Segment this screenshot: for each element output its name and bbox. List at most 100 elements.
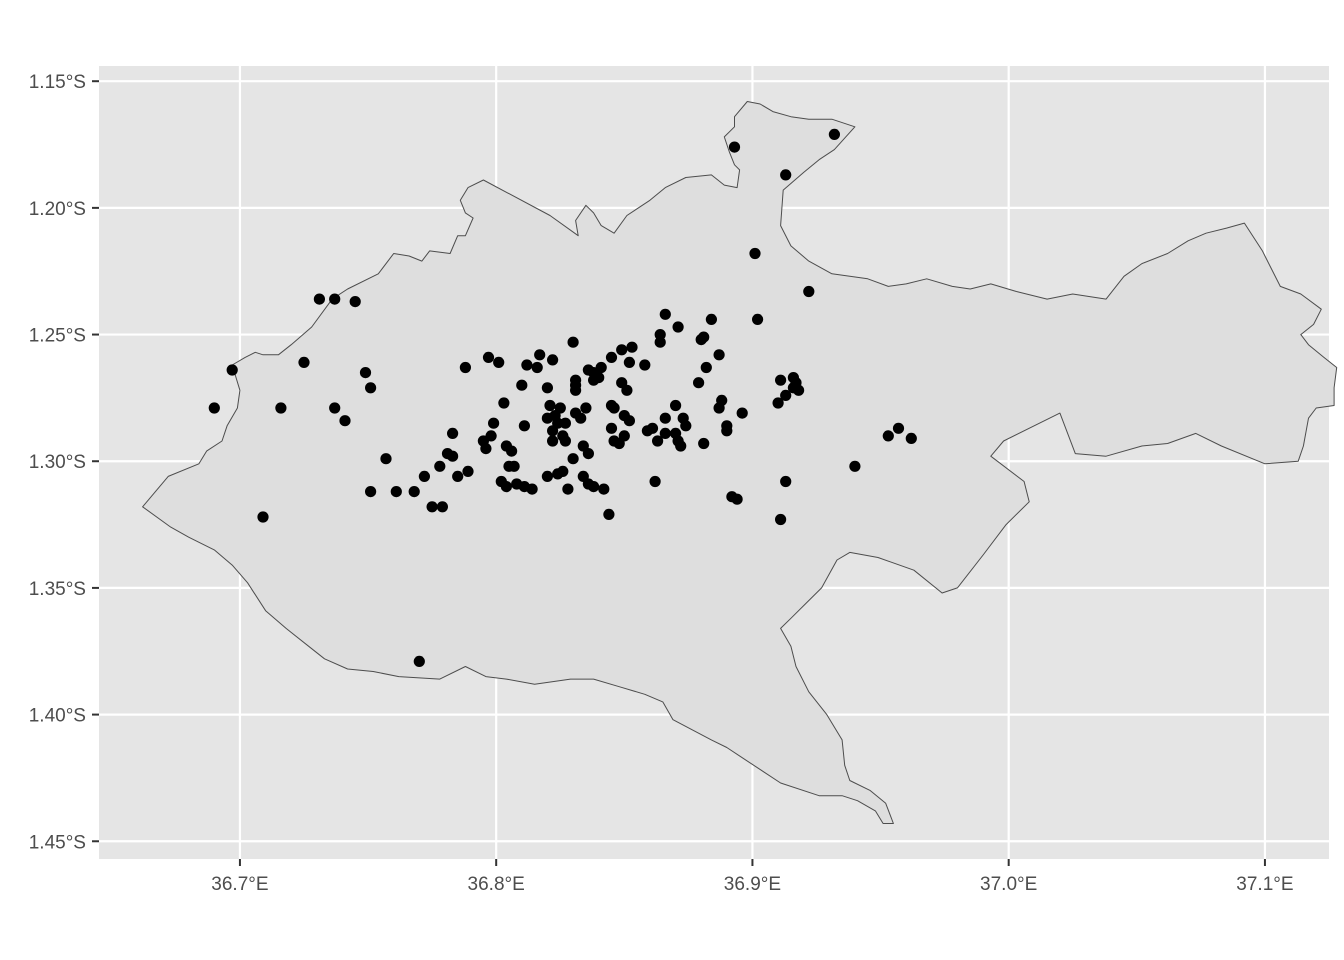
data-point [670, 399, 682, 412]
x-tick-label: 37.0°E [980, 874, 1037, 895]
data-point [775, 513, 787, 526]
data-point [480, 443, 492, 455]
data-point [418, 470, 430, 482]
data-point [436, 501, 448, 513]
data-point [275, 402, 287, 414]
data-point [780, 389, 792, 401]
data-point [626, 341, 638, 353]
data-point [547, 354, 559, 366]
data-point [588, 481, 600, 493]
data-point [623, 356, 636, 368]
y-tick-label: 1.40°S [29, 706, 86, 727]
data-point [616, 344, 628, 356]
data-point [570, 384, 582, 396]
data-point [552, 417, 564, 429]
data-point [329, 402, 341, 414]
data-point [698, 331, 710, 343]
data-point [892, 422, 905, 434]
data-point [580, 402, 592, 414]
data-point [595, 361, 607, 374]
data-point [349, 296, 361, 308]
data-point [603, 508, 615, 520]
data-point [605, 351, 618, 363]
data-point [582, 448, 595, 460]
data-point [649, 475, 661, 488]
data-point [488, 417, 500, 429]
data-point [780, 475, 792, 488]
y-tick-label: 1.35°S [29, 579, 86, 600]
data-point [541, 412, 554, 424]
data-point [485, 430, 497, 442]
data-point [329, 293, 341, 305]
x-tick-label: 36.9°E [724, 874, 781, 895]
data-point [698, 437, 710, 450]
data-point [508, 460, 520, 472]
data-point [731, 493, 743, 505]
y-tick-label: 1.30°S [29, 452, 86, 473]
x-tick-label: 36.7°E [211, 874, 268, 895]
data-point [557, 465, 569, 477]
data-point [705, 313, 718, 325]
data-point [598, 483, 610, 495]
data-point [365, 486, 377, 498]
data-point [567, 453, 579, 465]
data-point [787, 382, 800, 394]
data-point [447, 450, 459, 462]
data-point [693, 377, 705, 389]
data-point [562, 483, 574, 495]
data-point [646, 422, 659, 434]
data-point [605, 422, 618, 434]
data-point [849, 460, 861, 472]
data-point [672, 321, 684, 333]
data-point [680, 420, 692, 432]
data-point [659, 427, 671, 439]
data-point [749, 247, 761, 260]
data-point [359, 367, 372, 379]
data-point [752, 313, 764, 325]
data-point [452, 470, 464, 482]
data-point [700, 361, 712, 374]
data-point [775, 374, 787, 386]
data-point [257, 511, 269, 523]
data-point [298, 356, 310, 368]
data-point [521, 359, 533, 371]
data-point [544, 399, 556, 412]
data-point [498, 397, 510, 409]
data-point [554, 402, 566, 414]
data-point [541, 470, 554, 482]
data-point [736, 407, 748, 419]
y-tick-label: 1.20°S [29, 199, 86, 220]
data-point [659, 412, 671, 424]
data-point [365, 382, 377, 394]
data-point [434, 460, 446, 472]
data-point [526, 483, 538, 495]
data-point [559, 417, 572, 429]
x-tick-label: 36.8°E [468, 874, 525, 895]
data-point [226, 364, 238, 376]
y-tick-label: 1.45°S [29, 832, 86, 853]
axes: 36.7°E 36.8°E 36.9°E 37.0°E 37.1°E 1.15°S 1.20… [29, 72, 1294, 895]
data-point [413, 655, 425, 668]
data-point [803, 285, 815, 298]
x-tick-label: 37.1°E [1236, 874, 1293, 895]
data-point [713, 349, 725, 361]
data-point [652, 435, 664, 447]
data-point [500, 481, 512, 493]
data-point [639, 359, 651, 371]
data-point [493, 356, 505, 368]
data-point [541, 382, 554, 394]
data-point [882, 430, 894, 442]
data-point [313, 293, 325, 305]
data-point [518, 420, 531, 432]
data-point [659, 308, 671, 320]
data-point [516, 379, 528, 391]
y-tick-label: 1.15°S [29, 72, 86, 93]
data-point [339, 415, 351, 427]
data-point [482, 351, 495, 363]
data-point [675, 440, 687, 452]
data-point [780, 169, 792, 181]
data-point [567, 336, 579, 348]
data-point [447, 427, 459, 439]
data-point [593, 372, 605, 384]
